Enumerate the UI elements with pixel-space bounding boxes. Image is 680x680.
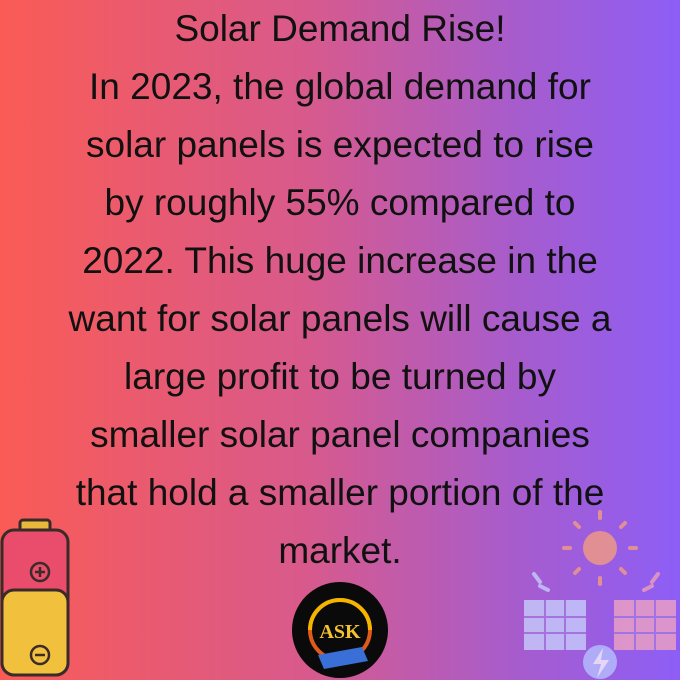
body-line: market.: [278, 530, 402, 571]
body-line: by roughly 55% compared to: [104, 182, 576, 223]
body-line: solar panels is expected to rise: [86, 124, 594, 165]
body-line: In 2023, the global demand for: [89, 66, 591, 107]
body-line: 2022. This huge increase in the: [82, 240, 598, 281]
body-line: want for solar panels will cause a: [68, 298, 612, 339]
logo: ASK: [292, 582, 388, 678]
text-block: Solar Demand Rise! In 2023, the global d…: [68, 8, 612, 571]
title: Solar Demand Rise!: [174, 8, 506, 49]
body-line: smaller solar panel companies: [90, 414, 590, 455]
solar-icon: [524, 510, 676, 679]
logo-text: ASK: [319, 621, 361, 643]
body-line: that hold a smaller portion of the: [75, 472, 605, 513]
body-line: large profit to be turned by: [124, 356, 556, 397]
battery-icon: [0, 518, 70, 677]
